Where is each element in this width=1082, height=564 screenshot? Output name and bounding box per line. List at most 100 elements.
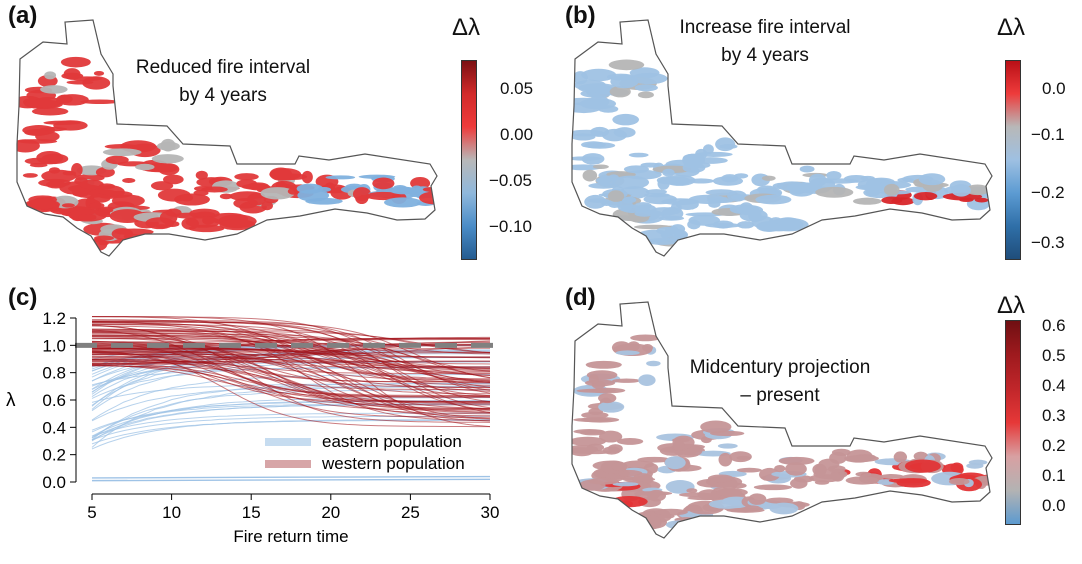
colorbar-a bbox=[461, 60, 477, 260]
eastern-curve bbox=[91, 419, 490, 450]
map-patch bbox=[572, 156, 602, 161]
map-patch bbox=[748, 493, 767, 505]
map-patch bbox=[93, 70, 105, 76]
panel-d-title-line2: – present bbox=[740, 385, 820, 406]
map-patch bbox=[646, 360, 661, 367]
map-patch bbox=[596, 177, 612, 185]
map-patch bbox=[261, 201, 273, 211]
map-patch bbox=[17, 139, 40, 153]
panel-a-title-line2: by 4 years bbox=[179, 85, 267, 106]
map-patch bbox=[672, 440, 685, 451]
colorbar-b-symbol: Δλ bbox=[997, 14, 1026, 41]
colorbar-gradient bbox=[1005, 320, 1021, 525]
map-patch bbox=[656, 176, 678, 185]
map-patch bbox=[879, 474, 904, 479]
map-patch bbox=[55, 94, 89, 106]
map-patch bbox=[615, 350, 640, 356]
colorbar-d-tick: 0.5 bbox=[1042, 346, 1066, 365]
map-patch bbox=[145, 217, 174, 230]
map-patch bbox=[637, 91, 654, 99]
map-patch bbox=[422, 186, 437, 193]
map-patch bbox=[45, 180, 67, 189]
legend-swatch-eastern bbox=[265, 438, 311, 446]
map-patch bbox=[24, 157, 51, 165]
map-patch bbox=[572, 129, 605, 137]
map-patch bbox=[71, 163, 83, 177]
map-patch bbox=[774, 465, 786, 473]
map-patch bbox=[718, 452, 733, 467]
map-patch bbox=[593, 85, 614, 94]
map-patch bbox=[572, 436, 607, 446]
chart-legend: eastern population western population bbox=[265, 432, 465, 473]
map-patch bbox=[656, 226, 680, 235]
map-patch bbox=[105, 155, 129, 165]
colorbar-a-tick: 0.00 bbox=[500, 125, 534, 144]
map-patch bbox=[582, 169, 598, 182]
x-tick-label: 5 bbox=[87, 503, 96, 522]
map-patch bbox=[710, 430, 745, 437]
map-patch bbox=[688, 178, 715, 184]
map-patch bbox=[60, 56, 91, 68]
map-patch bbox=[826, 170, 842, 180]
western-curve bbox=[92, 334, 491, 420]
panel-a-title: Reduced fire interval by 4 years bbox=[108, 54, 338, 110]
colorbar-b-tick: 0.0 bbox=[1042, 79, 1066, 98]
colorbar-b-tick: −0.3 bbox=[1031, 233, 1065, 252]
map-patch bbox=[881, 196, 903, 205]
colorbar-a-tick: −0.10 bbox=[489, 217, 533, 236]
western-curve bbox=[92, 341, 491, 386]
map-patch bbox=[640, 162, 660, 168]
region-outline bbox=[571, 301, 993, 539]
map-patch bbox=[702, 144, 714, 155]
map-patch bbox=[612, 113, 640, 126]
map-patch bbox=[599, 430, 623, 443]
map-patch bbox=[598, 393, 617, 404]
map-patch bbox=[904, 459, 941, 473]
eastern-curve bbox=[91, 419, 490, 445]
colorbar-d-tick: 0.6 bbox=[1042, 316, 1066, 335]
map-patch bbox=[761, 175, 776, 181]
map-patch bbox=[918, 173, 946, 186]
map-patch bbox=[31, 107, 69, 116]
map-patch bbox=[579, 98, 617, 110]
panel-b-title: Increase fire interval by 4 years bbox=[650, 14, 880, 70]
map-patch bbox=[219, 219, 256, 231]
map-patch bbox=[623, 165, 649, 174]
western-curve bbox=[91, 364, 490, 418]
map-patch bbox=[652, 165, 692, 174]
x-tick-label: 15 bbox=[242, 503, 261, 522]
map-fill bbox=[572, 59, 992, 247]
y-tick-label: 0.6 bbox=[42, 391, 66, 410]
map-patch bbox=[758, 467, 780, 482]
map-patch bbox=[66, 80, 94, 85]
map-patch bbox=[372, 177, 395, 190]
map-patch bbox=[581, 411, 609, 419]
map-patch bbox=[951, 184, 971, 197]
x-tick-label: 25 bbox=[401, 503, 420, 522]
map-patch bbox=[686, 488, 698, 494]
map-patch bbox=[581, 68, 617, 82]
map-patch bbox=[726, 507, 765, 513]
map-patch bbox=[576, 388, 617, 393]
map-patch bbox=[610, 496, 648, 508]
map-patch bbox=[98, 241, 109, 246]
map-patch bbox=[612, 175, 650, 190]
map-patch bbox=[616, 437, 644, 445]
map-patch bbox=[301, 170, 313, 184]
map-patch bbox=[758, 221, 780, 232]
map-patch bbox=[24, 99, 60, 107]
western-curve bbox=[92, 348, 490, 359]
colorbar-d bbox=[1005, 320, 1021, 525]
map-panel-b bbox=[571, 19, 993, 257]
map-patch bbox=[383, 197, 422, 208]
western-curve bbox=[92, 337, 491, 397]
y-tick-label: 0.4 bbox=[42, 418, 66, 437]
map-patch bbox=[658, 215, 685, 221]
map-patch bbox=[968, 459, 988, 466]
map-patch bbox=[959, 197, 974, 203]
map-patch bbox=[163, 174, 184, 185]
map-patch bbox=[24, 129, 50, 136]
map-patch bbox=[630, 72, 668, 85]
map-patch bbox=[78, 213, 97, 221]
map-patch bbox=[630, 334, 661, 342]
